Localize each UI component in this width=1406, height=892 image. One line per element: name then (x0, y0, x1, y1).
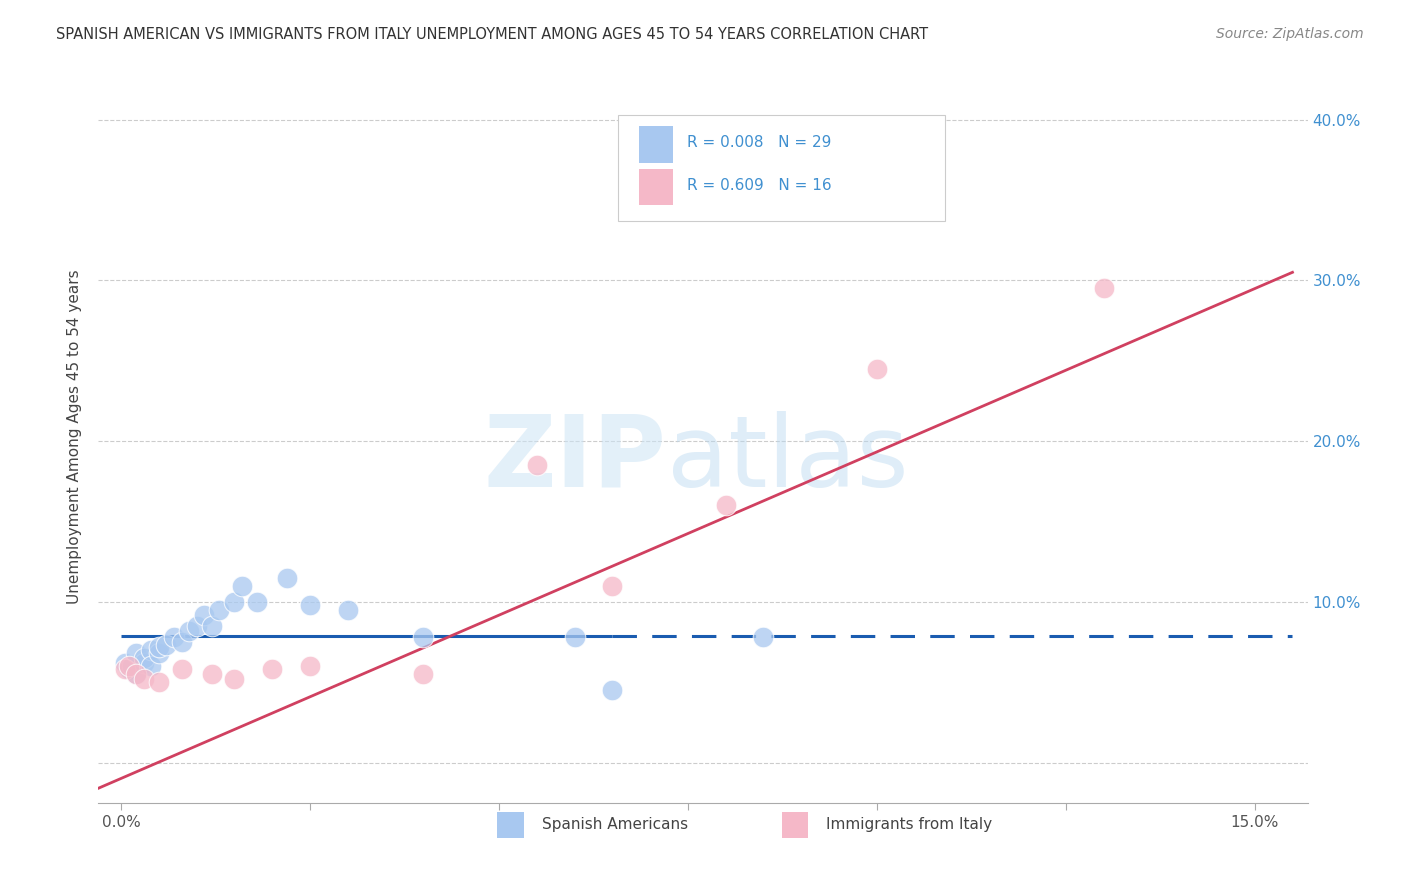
Text: Immigrants from Italy: Immigrants from Italy (827, 817, 993, 832)
Point (246, 595, 269, 609)
Point (125, 646, 148, 660)
Text: R = 0.008   N = 29: R = 0.008 N = 29 (688, 136, 832, 150)
Bar (638, 127, 673, 163)
Point (148, 646, 170, 660)
Text: ZIP: ZIP (484, 410, 666, 508)
Point (412, 667, 434, 681)
Point (564, 630, 586, 644)
Point (1092, 281, 1115, 295)
Text: SPANISH AMERICAN VS IMMIGRANTS FROM ITALY UNEMPLOYMENT AMONG AGES 45 TO 54 YEARS: SPANISH AMERICAN VS IMMIGRANTS FROM ITAL… (56, 27, 928, 42)
Point (118, 662, 141, 676)
Point (208, 603, 231, 617)
Point (299, 659, 322, 673)
Point (193, 607, 215, 622)
Point (412, 630, 434, 644)
Text: R = 0.609   N = 16: R = 0.609 N = 16 (688, 178, 832, 193)
Point (132, 656, 155, 670)
Point (125, 667, 148, 681)
Point (114, 662, 136, 676)
Point (141, 659, 163, 673)
Point (602, 579, 624, 593)
Point (141, 643, 163, 657)
Point (224, 595, 246, 609)
Text: Spanish Americans: Spanish Americans (543, 817, 689, 832)
Bar (498, 813, 524, 838)
Point (118, 659, 141, 673)
Point (336, 603, 359, 617)
Point (114, 656, 136, 670)
Point (125, 667, 148, 681)
Point (752, 630, 775, 644)
Point (866, 361, 889, 376)
Point (179, 624, 201, 638)
Point (132, 672, 155, 686)
Point (276, 571, 298, 585)
Point (714, 499, 737, 513)
Point (224, 672, 246, 686)
Point (299, 598, 322, 612)
Point (148, 640, 170, 654)
Bar (782, 813, 808, 838)
FancyBboxPatch shape (619, 115, 945, 221)
Text: atlas: atlas (666, 410, 908, 508)
Point (132, 651, 155, 665)
Point (602, 683, 624, 698)
Text: Source: ZipAtlas.com: Source: ZipAtlas.com (1216, 27, 1364, 41)
Point (186, 619, 208, 633)
Point (201, 619, 224, 633)
Point (121, 659, 143, 673)
Point (231, 579, 253, 593)
Point (170, 635, 193, 649)
Point (163, 630, 186, 644)
Point (148, 675, 170, 690)
Point (201, 667, 224, 681)
Point (262, 662, 284, 676)
Point (526, 458, 548, 473)
Bar (638, 169, 673, 205)
Point (170, 662, 193, 676)
Point (155, 638, 177, 652)
Y-axis label: Unemployment Among Ages 45 to 54 years: Unemployment Among Ages 45 to 54 years (67, 269, 83, 605)
